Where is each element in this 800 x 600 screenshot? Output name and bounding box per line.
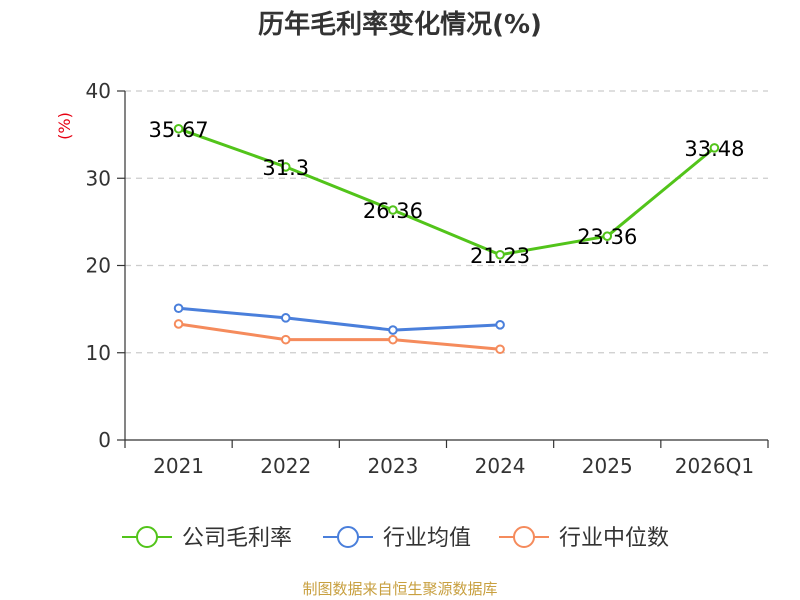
x-tick-label: 2026Q1	[675, 454, 754, 478]
data-label: 31.3	[262, 156, 309, 180]
series-point	[173, 303, 184, 314]
legend-label: 行业中位数	[559, 526, 669, 551]
grid-lines	[125, 90, 768, 354]
legend-marker	[337, 526, 359, 548]
series-point	[602, 231, 613, 241]
series-point	[280, 313, 291, 323]
series-point	[495, 249, 505, 260]
x-tick-label: 2021	[153, 454, 204, 478]
series-point	[388, 334, 398, 345]
x-tick-label: 2024	[475, 454, 526, 478]
data-label: 21.23	[470, 244, 530, 268]
data-label: 26.36	[363, 199, 423, 223]
series-point	[280, 162, 291, 172]
y-tick-label: 40	[86, 79, 111, 103]
series-point	[388, 205, 398, 215]
data-label: 35.67	[149, 118, 209, 142]
series-point	[173, 123, 184, 134]
series-point	[173, 319, 184, 329]
data-label: 23.36	[577, 225, 637, 249]
series-point	[709, 143, 720, 153]
legend-marker	[513, 526, 535, 548]
legend[interactable]: 公司毛利率 行业均值 行业中位数	[122, 526, 669, 551]
y-tick-label: 10	[86, 341, 111, 365]
x-tick-label: 2022	[260, 454, 311, 478]
legend-label: 公司毛利率	[182, 526, 292, 551]
y-tick-label: 20	[86, 254, 111, 278]
series-point	[495, 344, 505, 355]
data-labels: 35.67 31.3 26.36 21.23 23.36 33.48	[149, 118, 745, 268]
legend-label: 行业均值	[383, 526, 471, 551]
series-line	[178, 322, 501, 351]
series-point	[495, 320, 505, 330]
x-tick-label: 2025	[582, 454, 633, 478]
series-point	[280, 334, 291, 345]
data-label: 33.48	[684, 137, 744, 161]
y-axis-unit: (%)	[55, 112, 74, 140]
legend-marker	[136, 526, 158, 548]
series-point	[388, 325, 398, 335]
series-line	[178, 127, 716, 257]
y-tick-label: 30	[86, 166, 111, 190]
chart-title: 历年毛利率变化情况(%)	[258, 9, 542, 40]
series-line	[178, 306, 501, 332]
y-tick-label: 0	[98, 428, 111, 452]
series-lines	[173, 123, 720, 355]
x-tick-label: 2023	[367, 454, 418, 478]
source-note: 制图数据来自恒生聚源数据库	[302, 580, 497, 598]
axes: 0 10 20 30 40 2021 2022 2023 2024 2025 2026Q1	[86, 79, 769, 478]
